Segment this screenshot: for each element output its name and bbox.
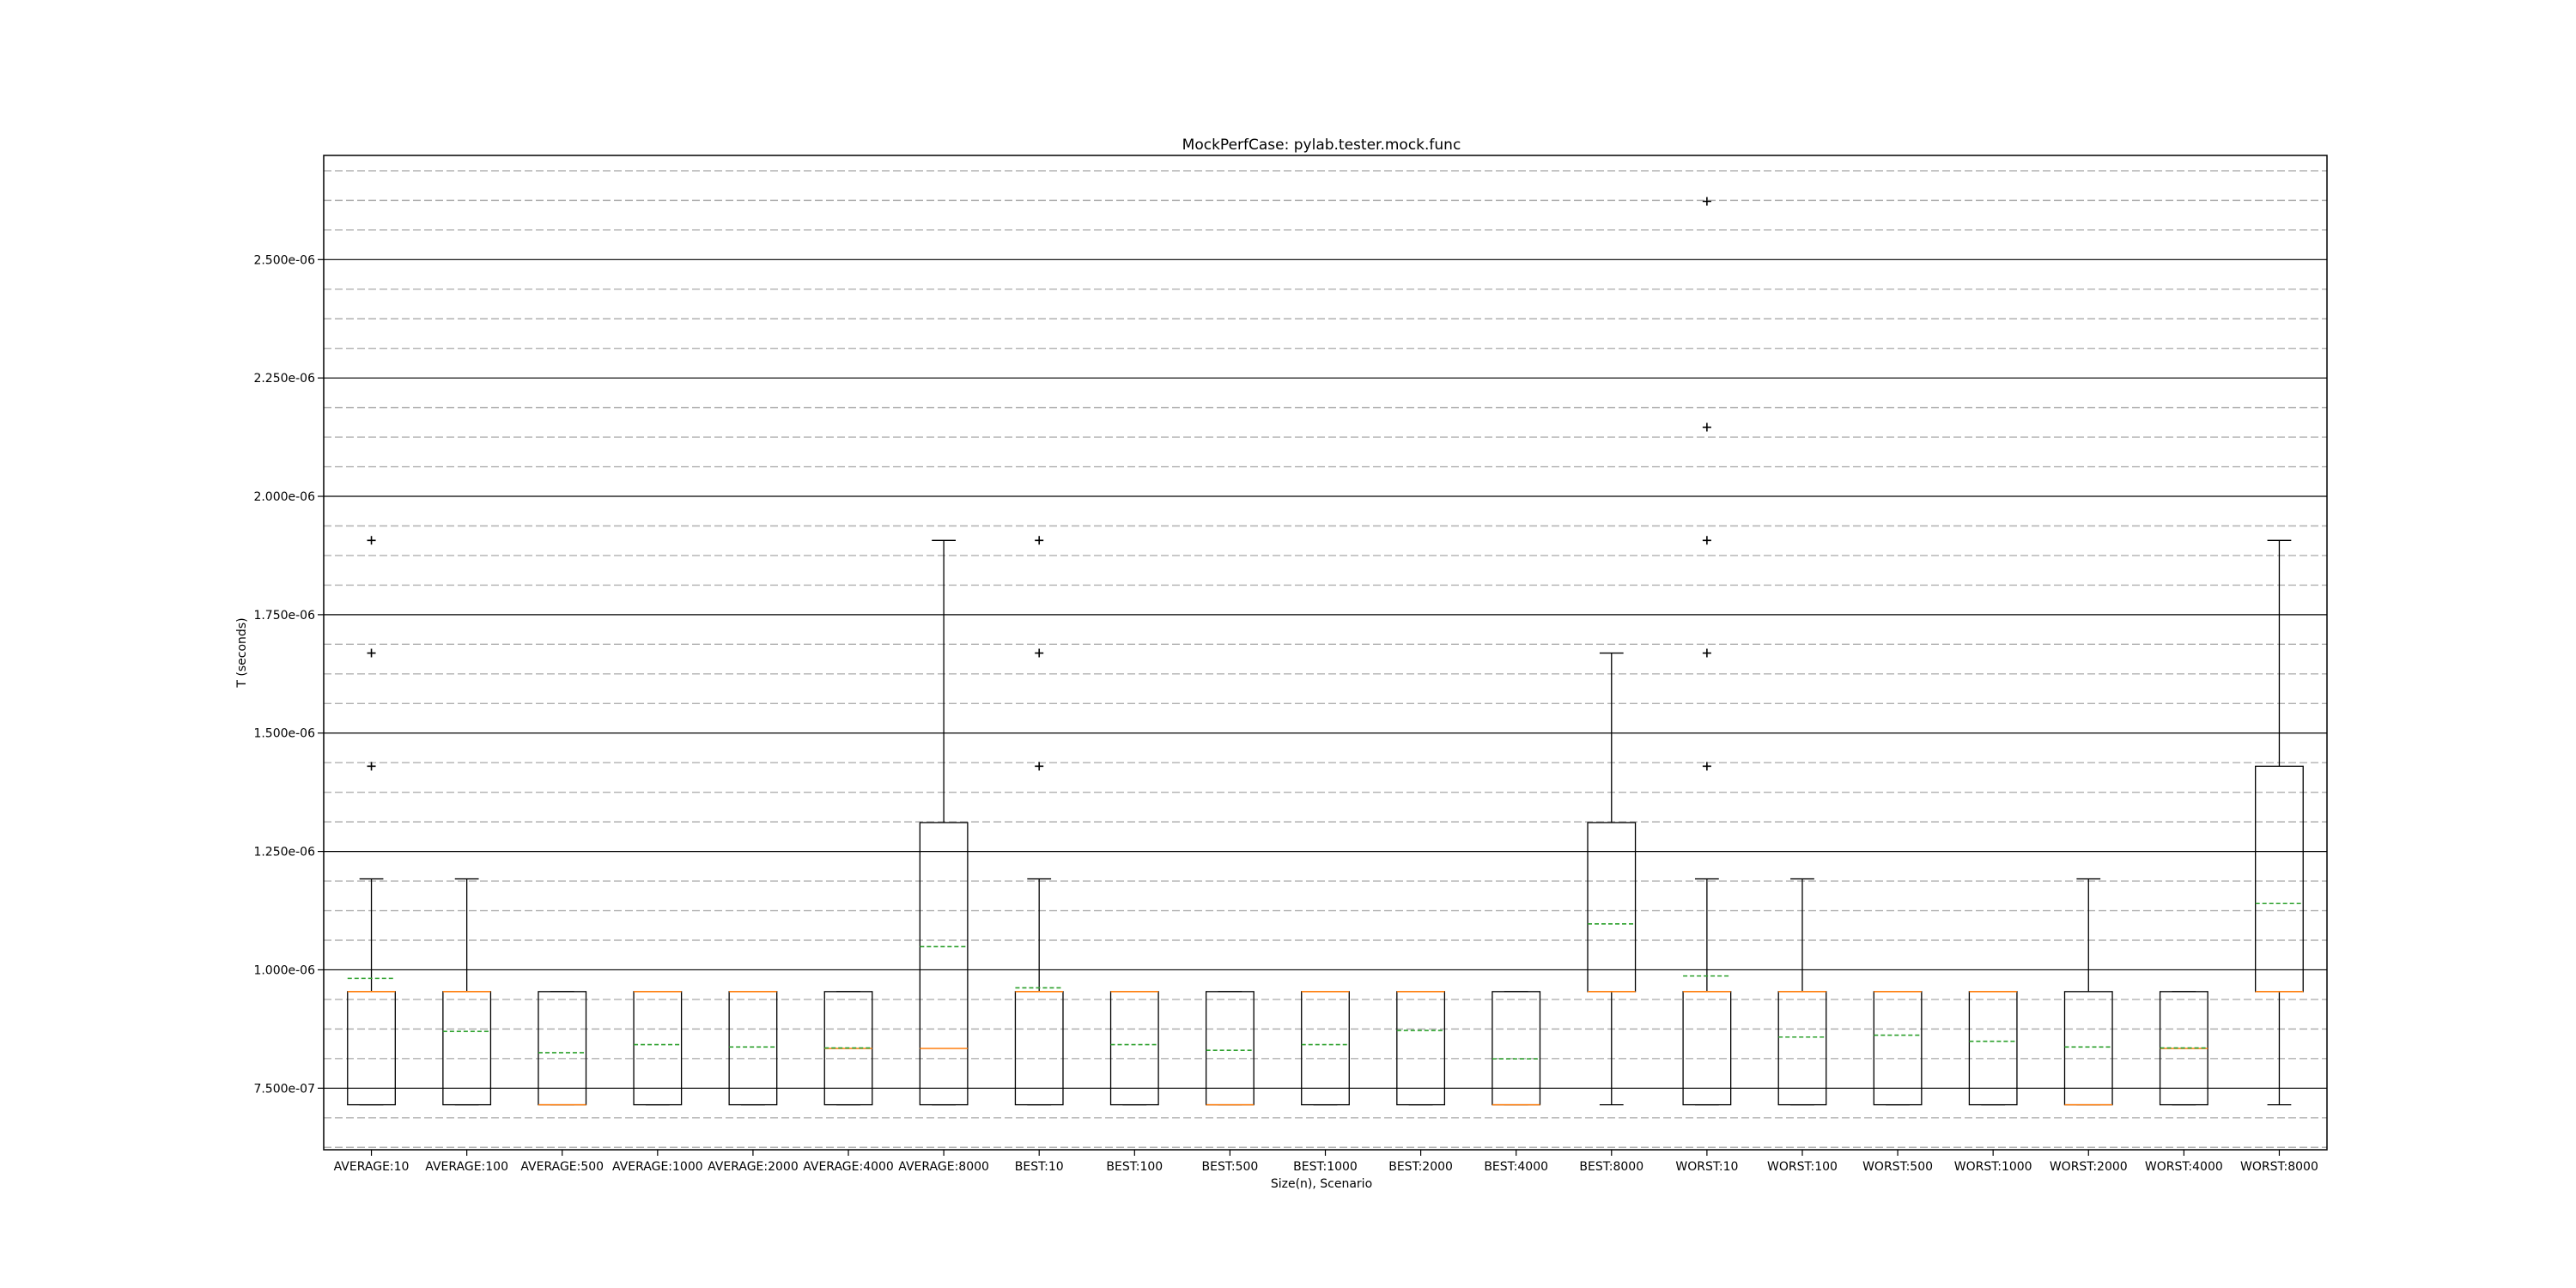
flier-point	[1702, 648, 1711, 658]
box-group	[823, 991, 873, 1106]
y-tick-label: 1.750e-06	[253, 609, 315, 623]
y-tick-label: 1.000e-06	[253, 963, 315, 977]
y-tick-label: 7.500e-07	[253, 1082, 315, 1096]
grid-lines	[324, 170, 2327, 1148]
y-tick-label: 2.250e-06	[253, 372, 315, 386]
y-tick-label: 1.500e-06	[253, 727, 315, 741]
box-group	[442, 878, 492, 1106]
flier-point	[1702, 762, 1711, 771]
boxes	[347, 197, 2304, 1106]
box-group	[1301, 991, 1350, 1106]
y-tick-label: 2.000e-06	[253, 490, 315, 504]
box-group	[1968, 991, 2018, 1106]
x-tick-label: BEST:100	[1106, 1160, 1163, 1174]
x-tick-label: WORST:1000	[1954, 1160, 2032, 1174]
flier-point	[1702, 422, 1711, 432]
x-tick-label: AVERAGE:2000	[708, 1160, 799, 1174]
y-tick-label: 2.500e-06	[253, 253, 315, 267]
box-group	[633, 991, 683, 1106]
x-tick-label: WORST:100	[1767, 1160, 1838, 1174]
flier-point	[1035, 536, 1044, 545]
flier-point	[1702, 536, 1711, 545]
box-group	[1777, 878, 1827, 1106]
x-axis: AVERAGE:10 AVERAGE:100 AVERAGE:500 AVERAGE:…	[334, 1150, 2318, 1174]
box-group	[1587, 652, 1637, 1106]
box-group	[919, 539, 969, 1106]
box-group	[538, 991, 587, 1106]
x-tick-label: AVERAGE:500	[520, 1160, 604, 1174]
box-group	[1492, 991, 1541, 1106]
flier-point	[367, 536, 376, 545]
box-group	[347, 536, 396, 1106]
x-tick-label: AVERAGE:4000	[803, 1160, 894, 1174]
x-tick-label: AVERAGE:10	[334, 1160, 410, 1174]
flier-point	[1702, 197, 1711, 206]
box-group	[1109, 991, 1159, 1106]
box-group	[1873, 991, 1923, 1106]
x-tick-label: AVERAGE:100	[425, 1160, 508, 1174]
x-tick-label: AVERAGE:8000	[898, 1160, 989, 1174]
x-tick-label: BEST:2000	[1388, 1160, 1453, 1174]
flier-point	[1035, 648, 1044, 658]
box-group	[2063, 878, 2113, 1106]
x-tick-label: BEST:1000	[1293, 1160, 1358, 1174]
y-axis: 7.500e-07 1.000e-06 1.250e-06 1.500e-06 1.75…	[253, 253, 324, 1096]
flier-point	[367, 648, 376, 658]
box-group	[1205, 991, 1255, 1106]
box	[919, 822, 969, 1106]
y-axis-label: T (seconds)	[235, 617, 249, 688]
x-tick-label: WORST:2000	[2050, 1160, 2128, 1174]
x-tick-label: BEST:4000	[1484, 1160, 1548, 1174]
x-axis-label: Size(n), Scenario	[1271, 1177, 1372, 1191]
x-tick-label: WORST:4000	[2145, 1160, 2223, 1174]
box-group	[2159, 991, 2208, 1106]
x-tick-label: WORST:8000	[2240, 1160, 2318, 1174]
x-tick-label: BEST:10	[1015, 1160, 1064, 1174]
y-tick-label: 1.250e-06	[253, 846, 315, 860]
x-tick-label: BEST:8000	[1579, 1160, 1643, 1174]
box-group	[1682, 197, 1732, 1106]
box-group	[728, 991, 778, 1106]
x-tick-label: WORST:10	[1675, 1160, 1738, 1174]
x-tick-label: WORST:500	[1862, 1160, 1933, 1174]
x-tick-label: BEST:500	[1202, 1160, 1259, 1174]
box-group	[1014, 536, 1064, 1106]
flier-point	[1035, 762, 1044, 771]
x-tick-label: AVERAGE:1000	[612, 1160, 703, 1174]
box-group	[2255, 539, 2304, 1106]
chart-title: MockPerfCase: pylab.tester.mock.func	[1182, 137, 1461, 154]
flier-point	[367, 762, 376, 771]
box-group	[1396, 991, 1446, 1106]
